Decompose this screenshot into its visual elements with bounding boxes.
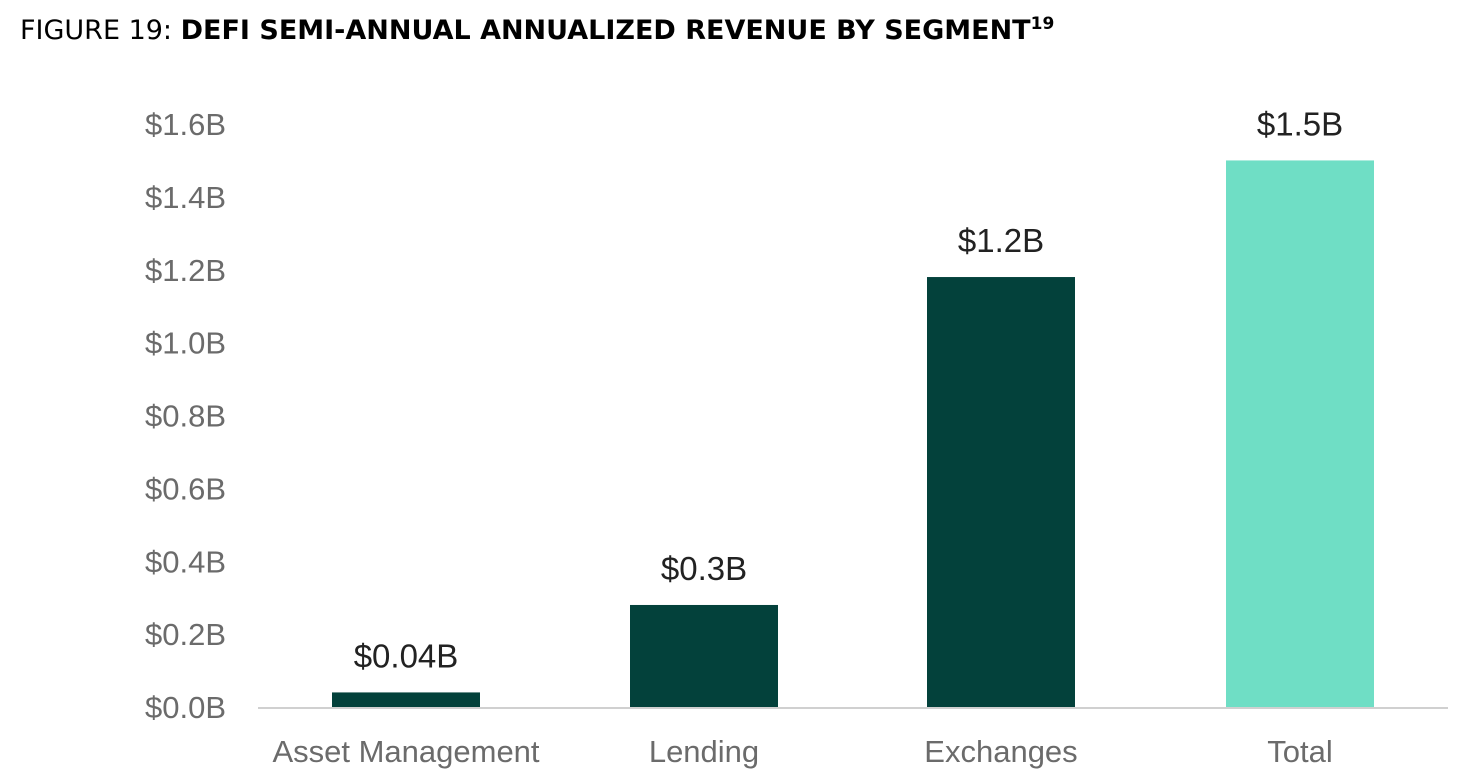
figure-footnote: 19 bbox=[1030, 14, 1055, 34]
figure-title-text: DEFI SEMI-ANNUAL ANNUALIZED REVENUE BY S… bbox=[180, 15, 1031, 46]
bar-exchanges bbox=[927, 277, 1075, 707]
x-tick-label: Exchanges bbox=[924, 734, 1077, 769]
y-tick-label: $0.0B bbox=[145, 690, 226, 725]
y-tick-label: $1.0B bbox=[145, 326, 226, 361]
bar-lending bbox=[630, 604, 778, 707]
data-label: $0.3B bbox=[661, 550, 747, 587]
y-tick-label: $1.2B bbox=[145, 253, 226, 288]
y-tick-label: $0.6B bbox=[145, 471, 226, 506]
figure-title: FIGURE 19: DEFI SEMI-ANNUAL ANNUALIZED R… bbox=[20, 14, 1054, 46]
x-tick-label: Total bbox=[1267, 734, 1332, 769]
y-tick-label: $0.8B bbox=[145, 399, 226, 434]
data-label: $1.2B bbox=[958, 222, 1044, 259]
y-tick-label: $1.4B bbox=[145, 180, 226, 215]
data-label: $0.04B bbox=[354, 637, 459, 674]
y-tick-label: $0.4B bbox=[145, 544, 226, 579]
figure-label: FIGURE 19: bbox=[20, 15, 181, 46]
y-tick-label: $1.6B bbox=[145, 107, 226, 142]
y-tick-label: $0.2B bbox=[145, 617, 226, 652]
x-tick-label: Asset Management bbox=[272, 734, 539, 769]
bar-total bbox=[1226, 160, 1374, 707]
data-label: $1.5B bbox=[1257, 105, 1343, 142]
bar-asset-management bbox=[332, 692, 480, 707]
x-tick-label: Lending bbox=[649, 734, 759, 769]
